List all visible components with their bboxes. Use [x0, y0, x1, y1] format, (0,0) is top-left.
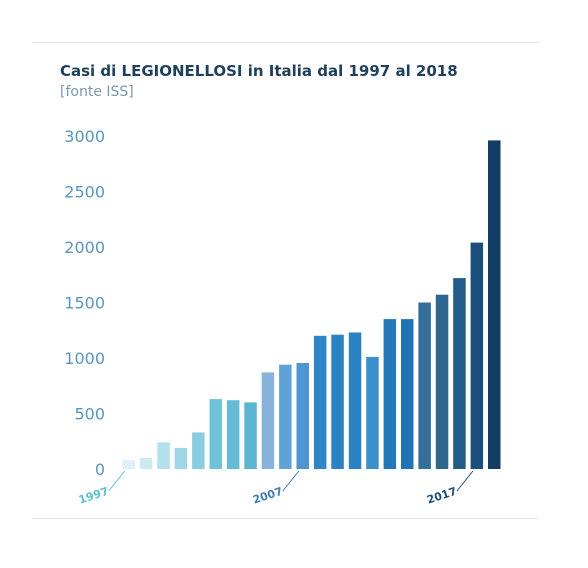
top-divider — [32, 42, 538, 43]
chart-title: Casi di LEGIONELLOSI in Italia dal 1997 … — [60, 62, 458, 80]
bar-2003 — [226, 400, 240, 469]
bottom-divider — [32, 518, 538, 519]
bar-2008 — [313, 335, 327, 469]
bar-1999 — [157, 442, 170, 469]
y-tick-label: 0 — [95, 460, 105, 479]
x-tick-label: 1997 — [77, 485, 110, 507]
bar-2005 — [261, 372, 275, 469]
x-tick-line — [108, 470, 126, 492]
y-axis: 0 500 1000 1500 2000 2500 3000 — [64, 127, 105, 479]
bar-2004 — [244, 402, 257, 469]
y-tick-label: 500 — [74, 405, 105, 424]
bar-2013 — [401, 319, 414, 469]
bar-2016 — [453, 278, 466, 469]
y-tick-label: 1000 — [64, 349, 105, 368]
bar-2014 — [418, 302, 431, 469]
y-tick-label: 2500 — [64, 183, 105, 202]
bar-2006 — [279, 364, 292, 469]
x-tick-label: 2017 — [425, 485, 458, 507]
bar-2011 — [366, 356, 379, 469]
y-tick-label: 3000 — [64, 127, 105, 146]
bar-2017 — [470, 242, 484, 469]
x-tick-label: 2007 — [251, 485, 284, 507]
bar-2009 — [331, 334, 344, 469]
bars — [122, 140, 501, 469]
bar-2002 — [209, 399, 222, 469]
y-tick-label: 2000 — [64, 238, 105, 257]
bar-1998 — [139, 457, 153, 469]
x-tick-line — [282, 470, 300, 492]
bar-2015 — [435, 294, 449, 469]
bar-2010 — [348, 332, 362, 469]
bar-2000 — [174, 447, 188, 469]
x-axis: 1997 2007 2017 — [77, 470, 474, 507]
x-tick-line — [456, 470, 474, 492]
bar-2007 — [296, 363, 309, 469]
bar-2001 — [192, 432, 205, 469]
chart-subtitle: [fonte ISS] — [60, 84, 134, 100]
bar-2018 — [488, 140, 501, 469]
y-tick-label: 1500 — [64, 294, 105, 313]
bar-1997 — [122, 460, 135, 469]
bar-2012 — [383, 319, 397, 469]
